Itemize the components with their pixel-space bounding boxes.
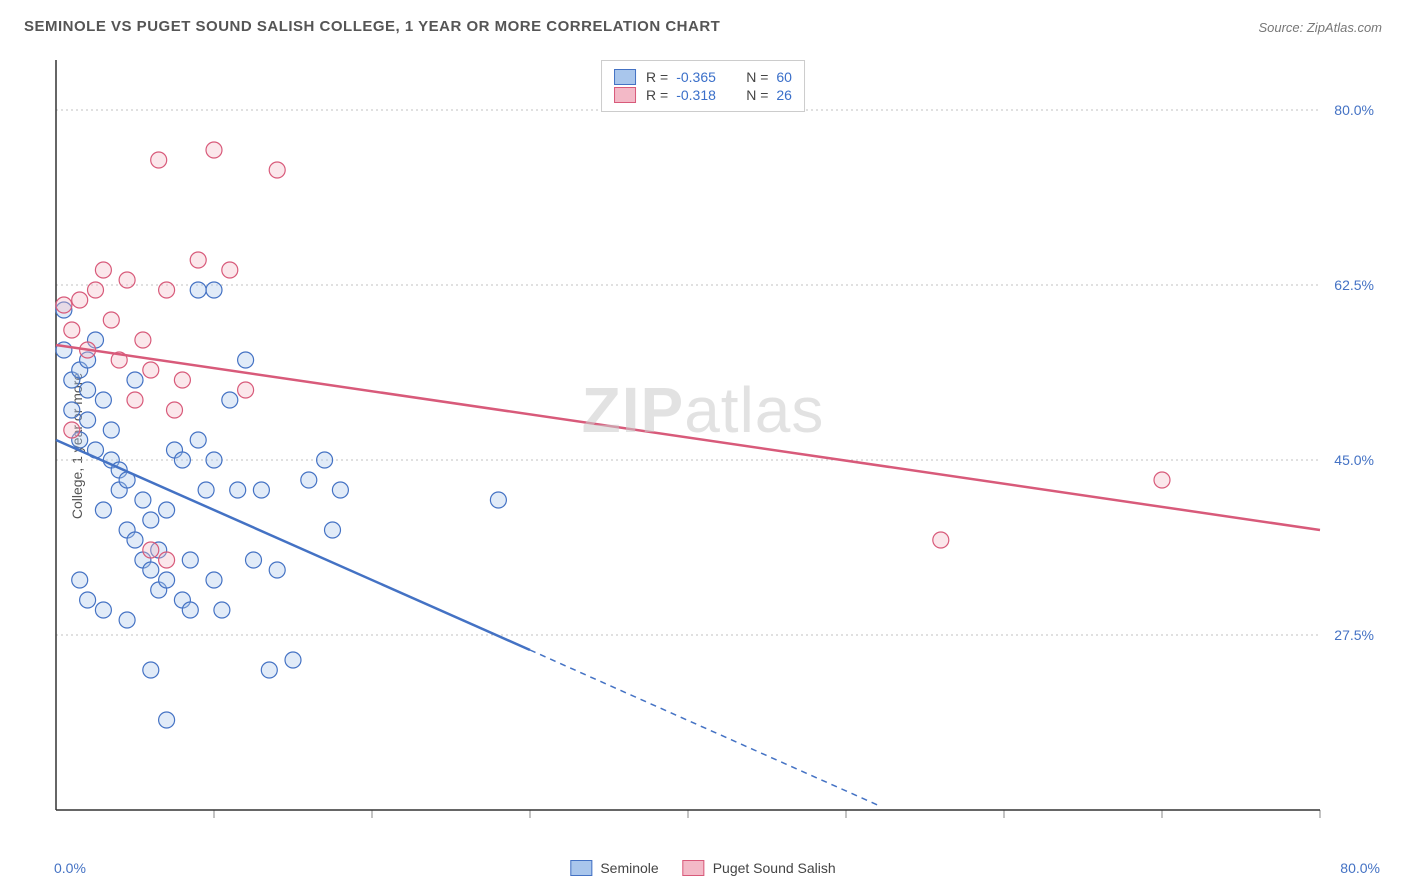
legend-n-label-0: N = — [746, 69, 768, 85]
legend-n-label-1: N = — [746, 87, 768, 103]
svg-text:45.0%: 45.0% — [1334, 452, 1374, 468]
legend-series-item-1: Puget Sound Salish — [683, 860, 836, 876]
plot-area: 27.5% 45.0% 62.5% 80.0% — [50, 56, 1380, 846]
legend-r-label-0: R = — [646, 69, 668, 85]
legend-swatch-0 — [614, 69, 636, 85]
x-axis-min-label: 0.0% — [54, 860, 86, 876]
svg-text:62.5%: 62.5% — [1334, 277, 1374, 293]
legend-r-value-0: -0.365 — [676, 69, 728, 85]
svg-text:27.5%: 27.5% — [1334, 627, 1374, 643]
legend-r-label-1: R = — [646, 87, 668, 103]
x-axis-max-label: 80.0% — [1340, 860, 1380, 876]
legend-r-value-1: -0.318 — [676, 87, 728, 103]
legend-series-item-0: Seminole — [570, 860, 658, 876]
legend-n-value-0: 60 — [776, 69, 792, 85]
legend-swatch-1 — [614, 87, 636, 103]
legend-n-value-1: 26 — [776, 87, 792, 103]
legend-series-label-0: Seminole — [600, 860, 658, 876]
legend-stats-row-1: R = -0.318 N = 26 — [614, 87, 792, 103]
legend-series-swatch-1 — [683, 860, 705, 876]
legend-stats-row-0: R = -0.365 N = 60 — [614, 69, 792, 85]
legend-series-swatch-0 — [570, 860, 592, 876]
legend-series-label-1: Puget Sound Salish — [713, 860, 836, 876]
legend-stats: R = -0.365 N = 60 R = -0.318 N = 26 — [601, 60, 805, 112]
chart-title: SEMINOLE VS PUGET SOUND SALISH COLLEGE, … — [24, 18, 720, 35]
svg-text:80.0%: 80.0% — [1334, 102, 1374, 118]
chart-container: SEMINOLE VS PUGET SOUND SALISH COLLEGE, … — [0, 0, 1406, 892]
scatter-chart: 27.5% 45.0% 62.5% 80.0% — [50, 56, 1380, 846]
legend-series: Seminole Puget Sound Salish — [570, 860, 835, 876]
source-label: Source: ZipAtlas.com — [1258, 20, 1382, 35]
